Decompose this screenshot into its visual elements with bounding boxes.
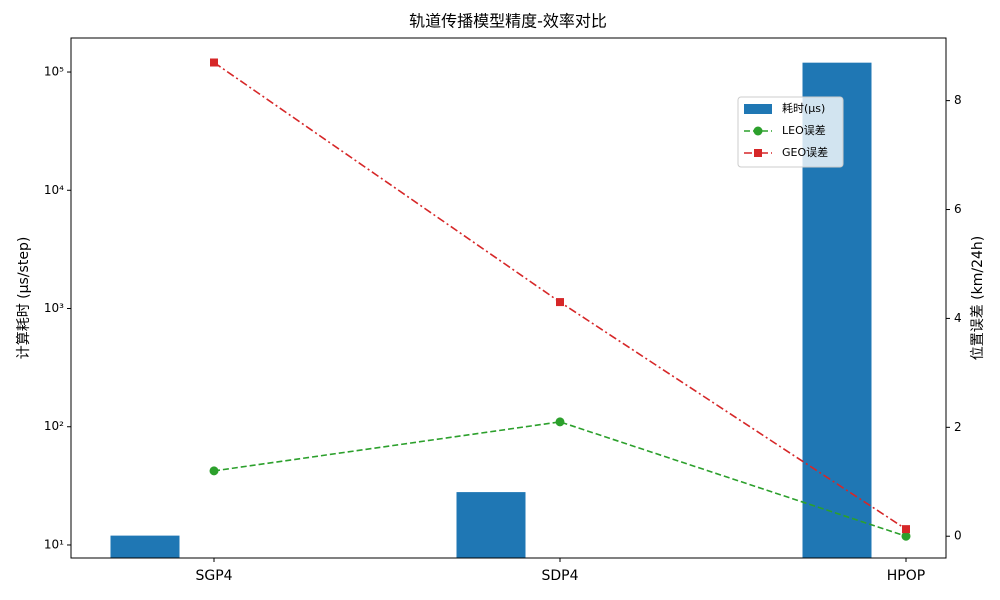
- y-tick-label: 10⁵: [44, 65, 64, 79]
- legend-label: GEO误差: [782, 145, 828, 159]
- x-tick-label: SGP4: [195, 568, 232, 584]
- y-tick-label: 10³: [44, 301, 64, 315]
- legend-box: [737, 96, 844, 168]
- y2-tick-label: 8: [954, 93, 962, 107]
- y-axis-label: 计算耗时 (μs/step): [16, 237, 32, 360]
- y-tick-label: 10²: [44, 419, 64, 433]
- bar: [110, 535, 180, 558]
- marker: [209, 466, 219, 476]
- y-tick-label: 10⁴: [44, 183, 64, 197]
- legend-label: LEO误差: [782, 123, 826, 137]
- y-tick-label: 10¹: [44, 537, 64, 551]
- marker: [556, 298, 564, 307]
- y2-axis-label: 位置误差 (km/24h): [970, 236, 986, 361]
- marker: [901, 531, 911, 541]
- x-tick-label: SDP4: [541, 568, 578, 584]
- legend-marker: [754, 149, 762, 157]
- bar: [456, 492, 526, 558]
- y2-tick-label: 2: [954, 420, 962, 434]
- legend-swatch: [744, 104, 772, 114]
- x-tick-label: HPOP: [887, 568, 925, 584]
- y2-tick-label: 6: [954, 202, 962, 216]
- y2-tick-label: 4: [954, 311, 962, 325]
- line: [213, 421, 907, 537]
- marker: [210, 58, 218, 67]
- chart-title: 轨道传播模型精度-效率对比: [409, 12, 607, 31]
- legend-label: 耗时(μs): [782, 102, 825, 115]
- y2-tick-label: 0: [954, 529, 962, 543]
- marker: [555, 417, 565, 427]
- legend-marker: [753, 126, 763, 136]
- plot-frame: [70, 37, 947, 559]
- marker: [902, 525, 910, 534]
